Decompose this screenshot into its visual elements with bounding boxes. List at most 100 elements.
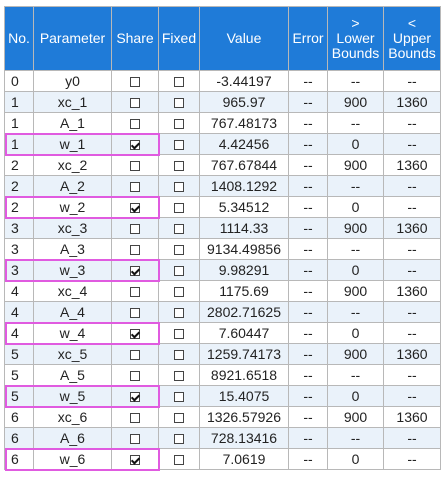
- header-lower-bounds[interactable]: > Lower Bounds: [327, 6, 384, 71]
- share-checkbox[interactable]: [130, 413, 140, 424]
- cell-fixed[interactable]: [158, 70, 200, 92]
- cell-value[interactable]: 7.60447: [199, 322, 289, 344]
- cell-share[interactable]: [111, 70, 159, 92]
- cell-parameter[interactable]: w_5: [33, 385, 112, 407]
- share-checkbox[interactable]: [130, 371, 140, 382]
- share-checkbox[interactable]: [130, 329, 140, 340]
- share-checkbox[interactable]: [130, 245, 140, 256]
- cell-value[interactable]: -3.44197: [199, 70, 289, 92]
- cell-fixed[interactable]: [158, 196, 200, 218]
- fixed-checkbox[interactable]: [174, 434, 184, 445]
- cell-upper-bound[interactable]: 1360: [383, 91, 441, 113]
- cell-share[interactable]: [111, 154, 159, 176]
- cell-share[interactable]: [111, 322, 159, 344]
- cell-lower-bound[interactable]: --: [327, 175, 384, 197]
- share-checkbox[interactable]: [130, 392, 140, 403]
- fixed-checkbox[interactable]: [174, 371, 184, 382]
- cell-share[interactable]: [111, 238, 159, 260]
- cell-upper-bound[interactable]: --: [383, 133, 441, 155]
- cell-fixed[interactable]: [158, 91, 200, 113]
- share-checkbox[interactable]: [130, 119, 140, 130]
- header-error[interactable]: Error: [288, 6, 328, 71]
- cell-upper-bound[interactable]: --: [383, 112, 441, 134]
- cell-value[interactable]: 1114.33: [199, 217, 289, 239]
- cell-fixed[interactable]: [158, 406, 200, 428]
- cell-share[interactable]: [111, 280, 159, 302]
- cell-share[interactable]: [111, 385, 159, 407]
- cell-upper-bound[interactable]: 1360: [383, 406, 441, 428]
- cell-share[interactable]: [111, 427, 159, 449]
- fixed-checkbox[interactable]: [174, 140, 184, 151]
- cell-parameter[interactable]: w_1: [33, 133, 112, 155]
- cell-parameter[interactable]: xc_6: [33, 406, 112, 428]
- cell-lower-bound[interactable]: 900: [327, 280, 384, 302]
- fixed-checkbox[interactable]: [174, 245, 184, 256]
- cell-share[interactable]: [111, 91, 159, 113]
- fixed-checkbox[interactable]: [174, 161, 184, 172]
- cell-lower-bound[interactable]: --: [327, 70, 384, 92]
- header-upper-bounds[interactable]: < Upper Bounds: [383, 6, 441, 71]
- cell-fixed[interactable]: [158, 385, 200, 407]
- fixed-checkbox[interactable]: [174, 77, 184, 88]
- cell-lower-bound[interactable]: --: [327, 238, 384, 260]
- cell-share[interactable]: [111, 196, 159, 218]
- cell-upper-bound[interactable]: --: [383, 70, 441, 92]
- cell-lower-bound[interactable]: 0: [327, 385, 384, 407]
- cell-lower-bound[interactable]: 900: [327, 406, 384, 428]
- cell-upper-bound[interactable]: --: [383, 301, 441, 323]
- cell-parameter[interactable]: A_3: [33, 238, 112, 260]
- cell-upper-bound[interactable]: --: [383, 259, 441, 281]
- cell-upper-bound[interactable]: --: [383, 322, 441, 344]
- share-checkbox[interactable]: [130, 98, 140, 109]
- cell-share[interactable]: [111, 406, 159, 428]
- cell-upper-bound[interactable]: --: [383, 364, 441, 386]
- cell-lower-bound[interactable]: --: [327, 301, 384, 323]
- header-fixed[interactable]: Fixed: [158, 6, 200, 71]
- cell-share[interactable]: [111, 112, 159, 134]
- cell-upper-bound[interactable]: --: [383, 385, 441, 407]
- share-checkbox[interactable]: [130, 455, 140, 466]
- share-checkbox[interactable]: [130, 308, 140, 319]
- cell-share[interactable]: [111, 301, 159, 323]
- cell-parameter[interactable]: xc_1: [33, 91, 112, 113]
- header-no[interactable]: No.: [4, 6, 34, 71]
- fixed-checkbox[interactable]: [174, 329, 184, 340]
- share-checkbox[interactable]: [130, 182, 140, 193]
- cell-value[interactable]: 15.4075: [199, 385, 289, 407]
- header-parameter[interactable]: Parameter: [33, 6, 112, 71]
- cell-value[interactable]: 728.13416: [199, 427, 289, 449]
- cell-parameter[interactable]: A_5: [33, 364, 112, 386]
- cell-value[interactable]: 2802.71625: [199, 301, 289, 323]
- cell-fixed[interactable]: [158, 301, 200, 323]
- cell-lower-bound[interactable]: 0: [327, 196, 384, 218]
- cell-fixed[interactable]: [158, 154, 200, 176]
- cell-share[interactable]: [111, 343, 159, 365]
- cell-value[interactable]: 965.97: [199, 91, 289, 113]
- cell-value[interactable]: 4.42456: [199, 133, 289, 155]
- cell-parameter[interactable]: w_6: [33, 448, 112, 470]
- header-share[interactable]: Share: [111, 6, 159, 71]
- share-checkbox[interactable]: [130, 203, 140, 214]
- cell-fixed[interactable]: [158, 427, 200, 449]
- cell-share[interactable]: [111, 448, 159, 470]
- header-value[interactable]: Value: [199, 6, 289, 71]
- cell-value[interactable]: 1408.1292: [199, 175, 289, 197]
- cell-value[interactable]: 1175.69: [199, 280, 289, 302]
- cell-share[interactable]: [111, 133, 159, 155]
- cell-lower-bound[interactable]: 0: [327, 259, 384, 281]
- cell-upper-bound[interactable]: 1360: [383, 280, 441, 302]
- share-checkbox[interactable]: [130, 434, 140, 445]
- cell-fixed[interactable]: [158, 175, 200, 197]
- cell-upper-bound[interactable]: --: [383, 238, 441, 260]
- cell-upper-bound[interactable]: --: [383, 427, 441, 449]
- share-checkbox[interactable]: [130, 140, 140, 151]
- cell-value[interactable]: 9.98291: [199, 259, 289, 281]
- cell-share[interactable]: [111, 259, 159, 281]
- cell-value[interactable]: 8921.6518: [199, 364, 289, 386]
- cell-lower-bound[interactable]: --: [327, 427, 384, 449]
- cell-parameter[interactable]: A_2: [33, 175, 112, 197]
- cell-parameter[interactable]: A_1: [33, 112, 112, 134]
- cell-fixed[interactable]: [158, 343, 200, 365]
- share-checkbox[interactable]: [130, 350, 140, 361]
- fixed-checkbox[interactable]: [174, 266, 184, 277]
